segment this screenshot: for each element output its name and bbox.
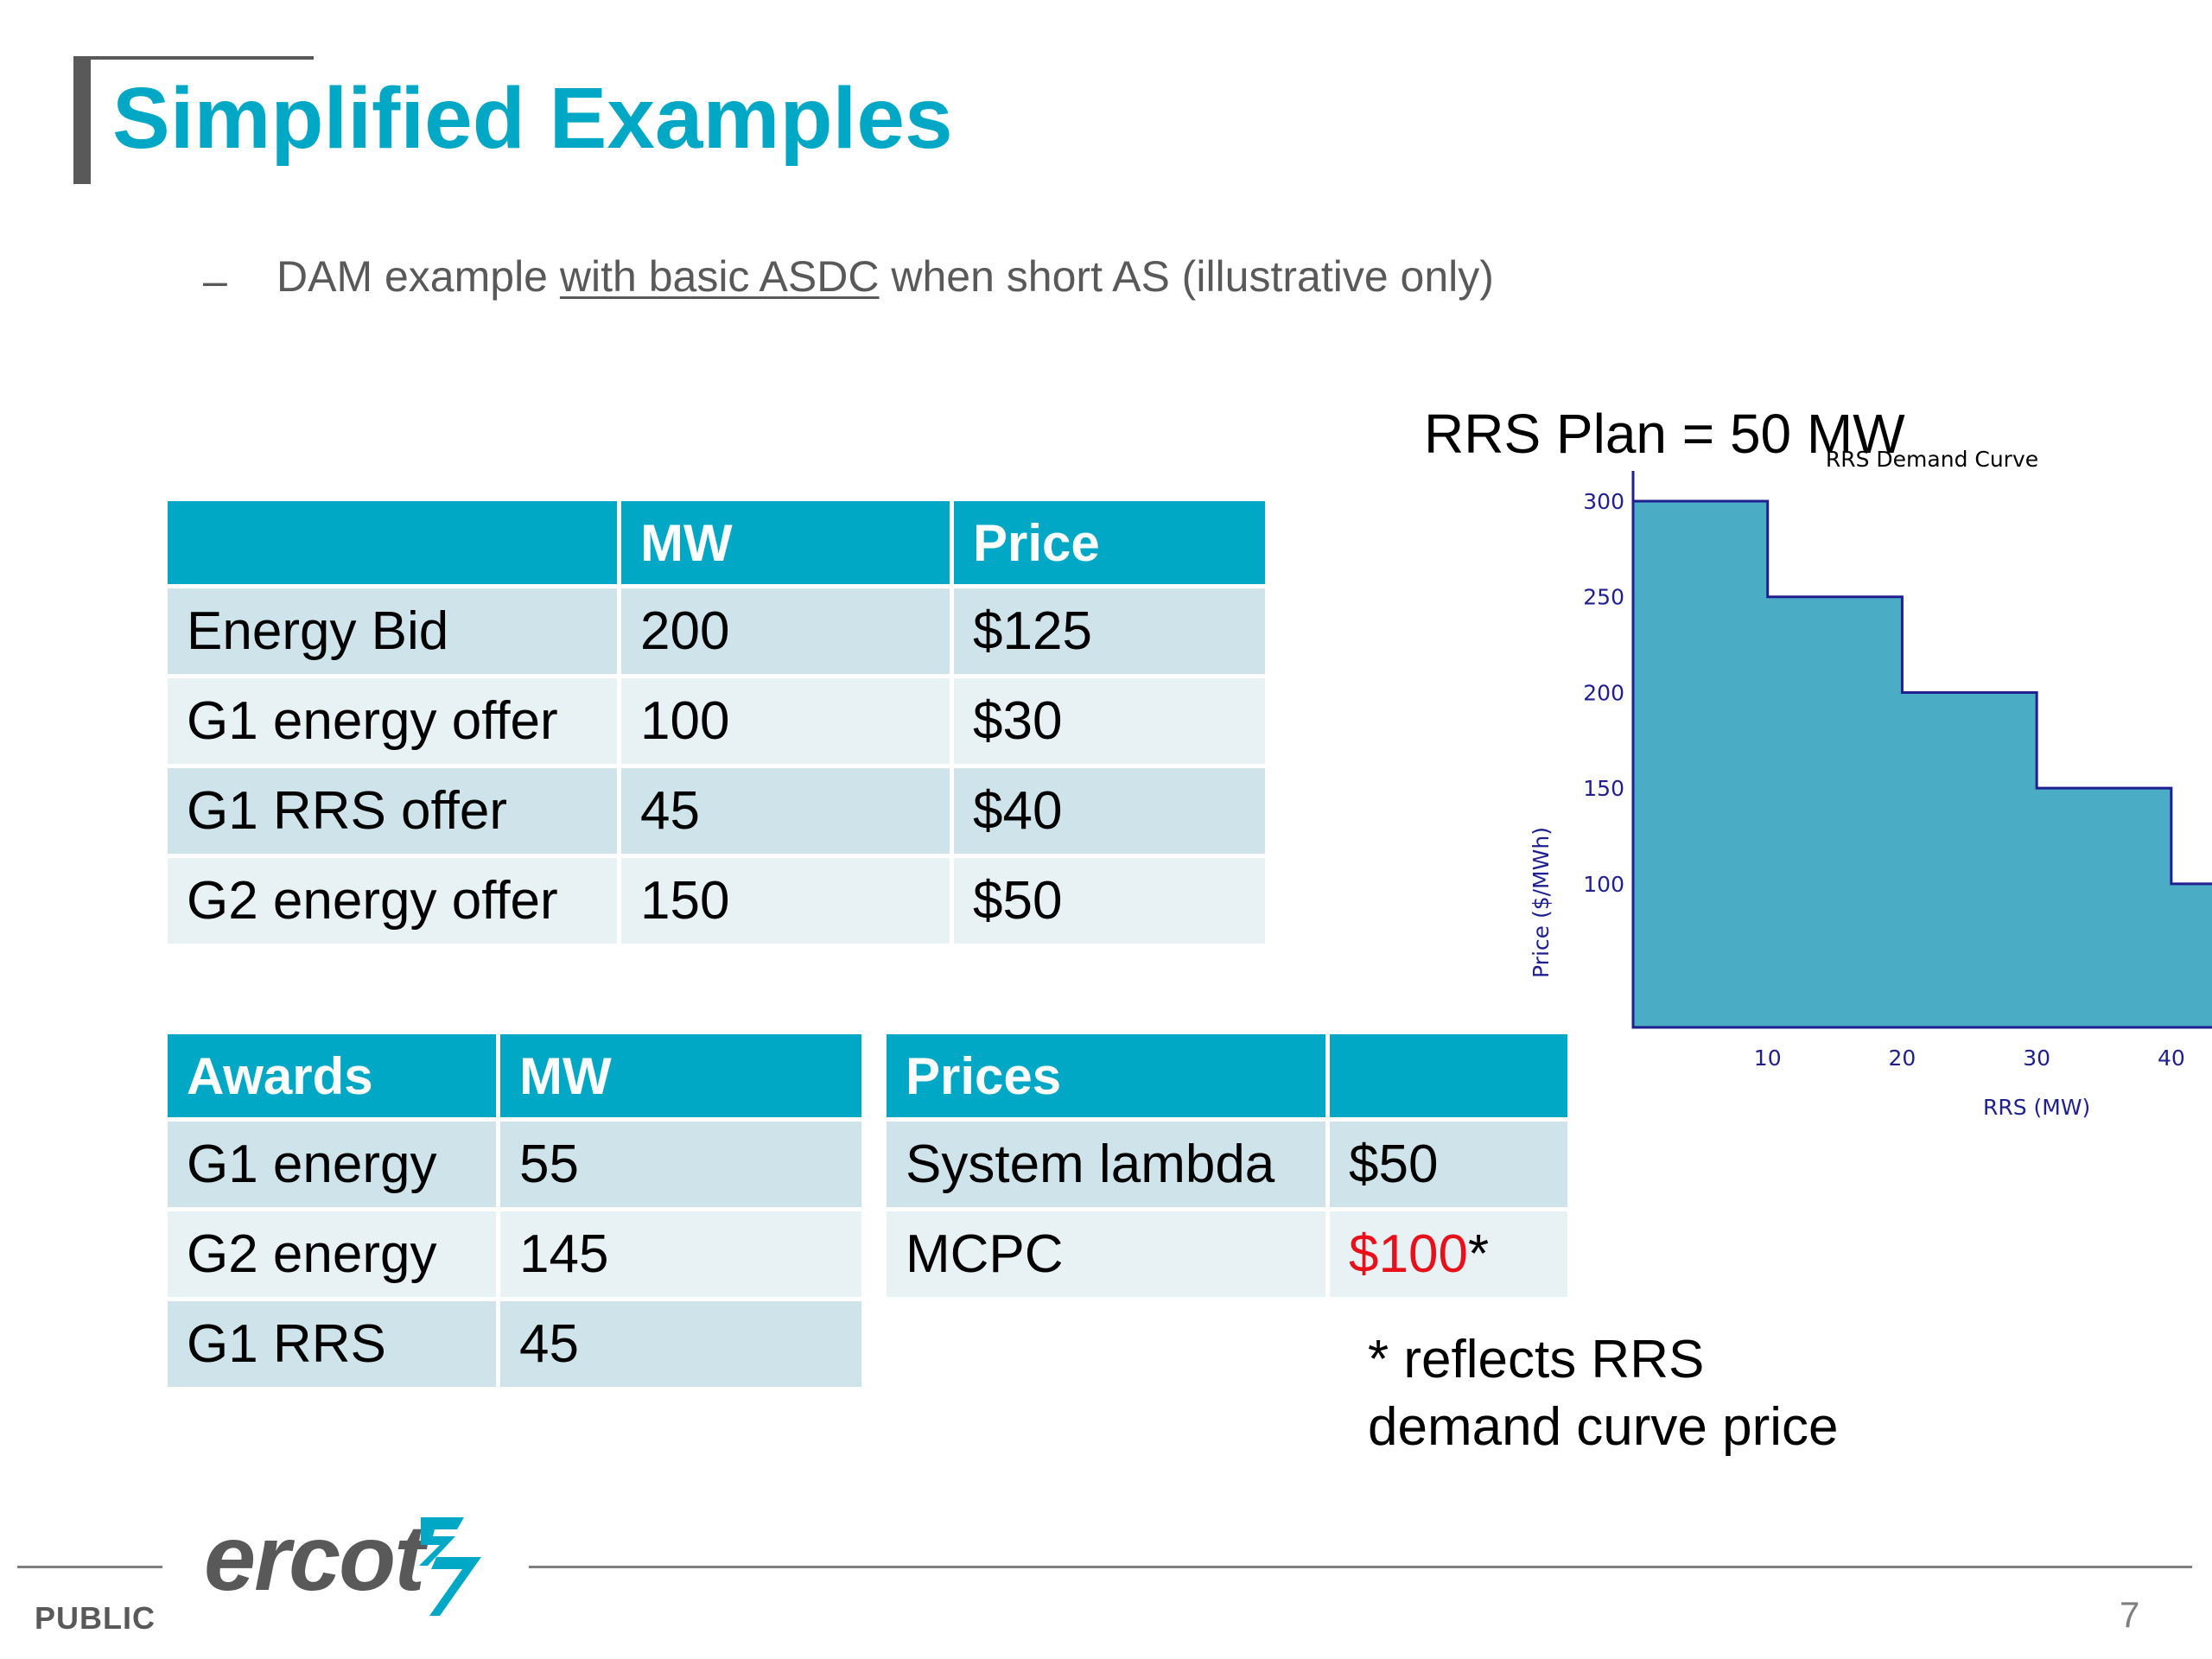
table-cell: G2 energy offer (168, 858, 617, 944)
rrs-plan-label: RRS Plan = 50 MW (1424, 403, 1905, 465)
table-header-row: Awards MW (168, 1034, 861, 1117)
table-header-cell: MW (621, 501, 950, 584)
table-header-cell: Prices (887, 1034, 1325, 1117)
table-row: G1 energy 55 (168, 1122, 861, 1207)
slide-title: Simplified Examples (112, 70, 953, 167)
chart-y-tick-label: 250 (1583, 585, 1624, 610)
footnote: * reflects RRS demand curve price (1368, 1326, 1839, 1461)
bullet-suffix: when short AS (illustrative only) (879, 252, 1494, 301)
footnote-line: demand curve price (1368, 1397, 1839, 1457)
mcpc-price: $100 (1349, 1224, 1468, 1284)
title-accent-line (73, 56, 314, 60)
table-cell: 45 (621, 768, 950, 854)
table-cell: $125 (954, 588, 1265, 674)
table-cell: $40 (954, 768, 1265, 854)
table-header-row: Prices (887, 1034, 1567, 1117)
chart-y-tick-label: 100 (1583, 872, 1624, 897)
chart-x-tick-label: 10 (1754, 1046, 1782, 1071)
table-cell: 55 (500, 1122, 861, 1207)
rrs-demand-curve-chart: RRS Demand Curve 100 150 200 250 300 10 20 30 4… (1529, 449, 2212, 1120)
table-cell: 100 (621, 678, 950, 764)
awards-table: Awards MW G1 energy 55 G2 energy 145 G1 … (163, 1030, 866, 1391)
table-cell: $100* (1330, 1211, 1567, 1297)
title-accent-bar (73, 56, 91, 184)
public-label: PUBLIC (35, 1600, 156, 1636)
table-row: System lambda $50 (887, 1122, 1567, 1207)
bullet-prefix: DAM example (276, 252, 560, 301)
table-header-cell: MW (500, 1034, 861, 1117)
table-cell: $50 (1330, 1122, 1567, 1207)
footer-divider-right (529, 1566, 2192, 1568)
table-cell: G1 energy offer (168, 678, 617, 764)
table-cell: 200 (621, 588, 950, 674)
ercot-logo-text: ercot (204, 1505, 425, 1610)
ercot-logo-mark-icon (419, 1517, 481, 1616)
chart-y-label: Price ($/MWh) (1529, 827, 1554, 978)
table-header-row: MW Price (168, 501, 1265, 584)
chart-y-tick-label: 150 (1583, 776, 1624, 801)
prices-table: Prices System lambda $50 MCPC $100* (882, 1030, 1572, 1301)
table-cell: Energy Bid (168, 588, 617, 674)
table-row: G1 energy offer 100 $30 (168, 678, 1265, 764)
footer-divider-left (17, 1566, 162, 1568)
chart-x-tick-label: 20 (1889, 1046, 1916, 1071)
chart-y-tick-label: 200 (1583, 680, 1624, 705)
table-row: G1 RRS offer 45 $40 (168, 768, 1265, 854)
chart-x-label: RRS (MW) (1983, 1095, 2090, 1120)
bids-table: MW Price Energy Bid 200 $125 G1 energy o… (163, 497, 1269, 948)
table-row: Energy Bid 200 $125 (168, 588, 1265, 674)
table-row: G2 energy 145 (168, 1211, 861, 1297)
page-number: 7 (2120, 1594, 2140, 1635)
table-cell: 45 (500, 1301, 861, 1387)
table-row: G2 energy offer 150 $50 (168, 858, 1265, 944)
table-cell: 150 (621, 858, 950, 944)
chart-area-group (1631, 499, 2212, 1029)
bullet-underlined: with basic ASDC (559, 252, 880, 301)
table-header-cell (168, 501, 617, 584)
table-row: G1 RRS 45 (168, 1301, 861, 1387)
table-cell: G1 RRS (168, 1301, 496, 1387)
chart-x-tick-label: 30 (2023, 1046, 2050, 1071)
table-header-cell: Awards (168, 1034, 496, 1117)
table-cell: 145 (500, 1211, 861, 1297)
bullet-text: DAM example with basic ASDC when short A… (276, 251, 1494, 302)
footnote-marker: * (1467, 1224, 1490, 1284)
table-cell: G2 energy (168, 1211, 496, 1297)
chart-x-ticks: 1020304050 (1754, 1046, 2185, 1071)
table-cell: $50 (954, 858, 1265, 944)
chart-x-tick-label: 40 (2158, 1046, 2185, 1071)
table-cell: System lambda (887, 1122, 1325, 1207)
table-cell: G1 energy (168, 1122, 496, 1207)
table-cell: $30 (954, 678, 1265, 764)
table-row: MCPC $100* (887, 1211, 1567, 1297)
table-header-cell (1330, 1034, 1567, 1117)
chart-y-tick-label: 300 (1583, 489, 1624, 514)
chart-y-ticks: 100 150 200 250 300 (1583, 489, 1624, 897)
table-cell: MCPC (887, 1211, 1325, 1297)
bullet-dash: – (203, 257, 227, 305)
table-header-cell: Price (954, 501, 1265, 584)
footnote-line: * reflects RRS (1368, 1330, 1705, 1389)
chart-step-area (1631, 499, 2212, 1029)
chart-title: RRS Demand Curve (1826, 449, 2038, 472)
table-cell: G1 RRS offer (168, 768, 617, 854)
